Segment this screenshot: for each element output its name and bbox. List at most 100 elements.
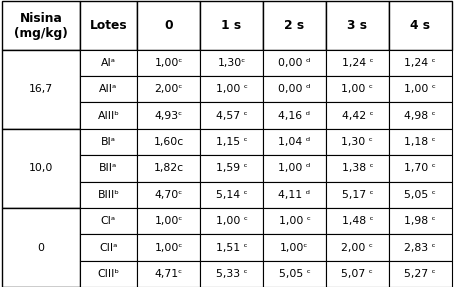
Bar bbox=[79, 1, 137, 50]
Bar bbox=[137, 1, 200, 50]
Text: 1,00ᶜ: 1,00ᶜ bbox=[154, 216, 183, 226]
Bar bbox=[326, 76, 389, 102]
Text: 1,82c: 1,82c bbox=[153, 164, 184, 173]
Text: 0: 0 bbox=[37, 243, 44, 253]
Text: 1,48 ᶜ: 1,48 ᶜ bbox=[341, 216, 373, 226]
Bar bbox=[263, 50, 326, 76]
Bar bbox=[79, 102, 137, 129]
Bar bbox=[137, 76, 200, 102]
Bar bbox=[326, 102, 389, 129]
Text: 4,70ᶜ: 4,70ᶜ bbox=[154, 190, 183, 200]
Bar bbox=[263, 155, 326, 182]
Text: 1,04 ᵈ: 1,04 ᵈ bbox=[278, 137, 311, 147]
Bar bbox=[326, 1, 389, 50]
Text: Lotes: Lotes bbox=[89, 19, 127, 32]
Text: 1,00ᶜ: 1,00ᶜ bbox=[280, 243, 309, 253]
Text: CIIIᵇ: CIIIᵇ bbox=[97, 269, 119, 279]
Text: 1,70 ᶜ: 1,70 ᶜ bbox=[405, 164, 436, 173]
Text: 1,18 ᶜ: 1,18 ᶜ bbox=[405, 137, 436, 147]
Text: 2,00 ᶜ: 2,00 ᶜ bbox=[341, 243, 373, 253]
Bar bbox=[389, 102, 452, 129]
Text: 5,05 ᶜ: 5,05 ᶜ bbox=[405, 190, 436, 200]
Text: AIᵃ: AIᵃ bbox=[101, 58, 116, 68]
Bar bbox=[79, 76, 137, 102]
Text: AIIᵃ: AIIᵃ bbox=[99, 84, 118, 94]
Text: 1,00 ᶜ: 1,00 ᶜ bbox=[341, 84, 373, 94]
Text: 1,51 ᶜ: 1,51 ᶜ bbox=[216, 243, 247, 253]
Bar bbox=[137, 50, 200, 76]
Bar bbox=[263, 182, 326, 208]
Text: 4,98 ᶜ: 4,98 ᶜ bbox=[405, 111, 436, 121]
Text: 4,16 ᵈ: 4,16 ᵈ bbox=[278, 111, 311, 121]
Text: CIIᵃ: CIIᵃ bbox=[99, 243, 118, 253]
Bar bbox=[137, 261, 200, 287]
Text: 5,33 ᶜ: 5,33 ᶜ bbox=[216, 269, 247, 279]
Bar bbox=[263, 208, 326, 234]
Bar bbox=[326, 129, 389, 155]
Text: 4,42 ᶜ: 4,42 ᶜ bbox=[341, 111, 373, 121]
Text: 1,00 ᵈ: 1,00 ᵈ bbox=[278, 164, 311, 173]
Bar bbox=[326, 234, 389, 261]
Bar bbox=[137, 102, 200, 129]
Bar bbox=[389, 1, 452, 50]
Bar bbox=[2, 1, 79, 50]
Text: 1,00ᶜ: 1,00ᶜ bbox=[154, 243, 183, 253]
Text: BIᵃ: BIᵃ bbox=[101, 137, 116, 147]
Bar bbox=[389, 50, 452, 76]
Text: 5,07 ᶜ: 5,07 ᶜ bbox=[341, 269, 373, 279]
Text: 1,00 ᶜ: 1,00 ᶜ bbox=[405, 84, 436, 94]
Bar bbox=[200, 129, 263, 155]
Bar bbox=[389, 182, 452, 208]
Bar bbox=[326, 261, 389, 287]
Text: 1 s: 1 s bbox=[222, 19, 242, 32]
Bar bbox=[137, 234, 200, 261]
Bar bbox=[389, 155, 452, 182]
Text: 1,30 ᶜ: 1,30 ᶜ bbox=[341, 137, 373, 147]
Text: 0: 0 bbox=[164, 19, 173, 32]
Bar bbox=[200, 234, 263, 261]
Text: BIIIᵇ: BIIIᵇ bbox=[98, 190, 119, 200]
Text: 16,7: 16,7 bbox=[29, 84, 53, 94]
Bar bbox=[326, 50, 389, 76]
Bar bbox=[389, 76, 452, 102]
Text: 10,0: 10,0 bbox=[29, 164, 53, 173]
Bar bbox=[389, 234, 452, 261]
Text: 4,93ᶜ: 4,93ᶜ bbox=[154, 111, 183, 121]
Bar bbox=[137, 182, 200, 208]
Bar bbox=[79, 50, 137, 76]
Bar bbox=[389, 261, 452, 287]
Bar bbox=[137, 129, 200, 155]
Bar bbox=[263, 102, 326, 129]
Bar bbox=[200, 102, 263, 129]
Bar bbox=[326, 155, 389, 182]
Bar bbox=[79, 234, 137, 261]
Bar bbox=[79, 129, 137, 155]
Text: 5,17 ᶜ: 5,17 ᶜ bbox=[341, 190, 373, 200]
Text: 0,00 ᵈ: 0,00 ᵈ bbox=[278, 58, 311, 68]
Text: 1,38 ᶜ: 1,38 ᶜ bbox=[341, 164, 373, 173]
Bar bbox=[200, 1, 263, 50]
Text: 2,83 ᶜ: 2,83 ᶜ bbox=[405, 243, 436, 253]
Text: 5,05 ᶜ: 5,05 ᶜ bbox=[279, 269, 311, 279]
Bar bbox=[389, 129, 452, 155]
Bar bbox=[263, 76, 326, 102]
Bar bbox=[79, 261, 137, 287]
Text: 1,59 ᶜ: 1,59 ᶜ bbox=[216, 164, 247, 173]
Bar bbox=[263, 129, 326, 155]
Bar bbox=[326, 182, 389, 208]
Bar bbox=[200, 50, 263, 76]
Bar bbox=[200, 261, 263, 287]
Text: 1,00 ᶜ: 1,00 ᶜ bbox=[278, 216, 311, 226]
Bar bbox=[79, 155, 137, 182]
Text: 1,24 ᶜ: 1,24 ᶜ bbox=[341, 58, 373, 68]
Bar bbox=[263, 234, 326, 261]
Text: 2,00ᶜ: 2,00ᶜ bbox=[154, 84, 183, 94]
Bar bbox=[389, 208, 452, 234]
Text: AIIIᵇ: AIIIᵇ bbox=[98, 111, 119, 121]
Text: 4,57 ᶜ: 4,57 ᶜ bbox=[216, 111, 247, 121]
Text: 1,24 ᶜ: 1,24 ᶜ bbox=[405, 58, 436, 68]
Text: 3 s: 3 s bbox=[347, 19, 367, 32]
Text: 5,27 ᶜ: 5,27 ᶜ bbox=[405, 269, 436, 279]
Text: 1,98 ᶜ: 1,98 ᶜ bbox=[405, 216, 436, 226]
Bar bbox=[200, 76, 263, 102]
